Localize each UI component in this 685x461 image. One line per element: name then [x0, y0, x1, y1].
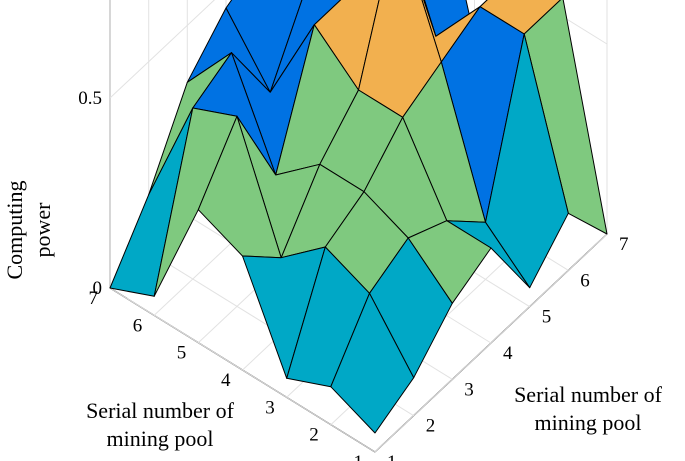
z-axis-label-line1: Computing [2, 180, 27, 279]
x-tick-label: 5 [177, 343, 187, 364]
x-tick-label: 4 [221, 370, 231, 391]
tick-labels: 1234567123456700.5 [78, 88, 628, 461]
surface-mesh [109, 0, 608, 434]
y-tick-label: 4 [503, 343, 513, 364]
y-tick-label: 1 [387, 452, 397, 461]
y-tick-label: 7 [619, 234, 629, 255]
z-tick-label: 0 [93, 278, 103, 299]
y-axis-label-line1: Serial number of [514, 382, 663, 407]
grid-line-z [109, 0, 608, 99]
y-tick-label: 3 [464, 379, 474, 400]
x-axis-label-line1: Serial number of [86, 398, 235, 423]
surface-patch [330, 292, 415, 434]
y-tick-label: 2 [426, 416, 436, 437]
x-axis-label-line2: mining pool [107, 426, 214, 451]
x-tick-label: 2 [309, 425, 319, 446]
x-tick-label: 6 [133, 315, 143, 336]
x-tick-label: 3 [265, 397, 275, 418]
y-tick-label: 6 [580, 270, 590, 291]
y-tick-label: 5 [542, 307, 552, 328]
x-tick-label: 7 [89, 288, 99, 309]
z-tick-label: 0.5 [78, 88, 102, 109]
y-axis-label-line2: mining pool [535, 410, 642, 435]
z-axis-label-line2: power [30, 202, 55, 258]
x-tick-label: 1 [354, 452, 364, 461]
